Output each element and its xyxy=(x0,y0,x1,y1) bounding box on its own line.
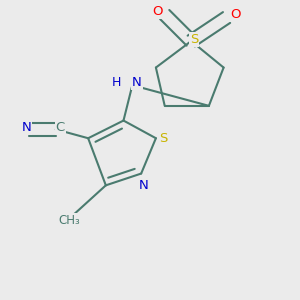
Text: S: S xyxy=(159,132,167,145)
Text: N: N xyxy=(22,122,31,134)
Text: H: H xyxy=(112,76,121,89)
Text: O: O xyxy=(152,5,163,18)
Text: CH₃: CH₃ xyxy=(58,214,80,227)
Text: O: O xyxy=(230,8,241,21)
Text: N: N xyxy=(139,179,149,192)
Text: C: C xyxy=(56,122,65,134)
Text: N: N xyxy=(132,76,142,89)
Text: S: S xyxy=(190,33,198,46)
